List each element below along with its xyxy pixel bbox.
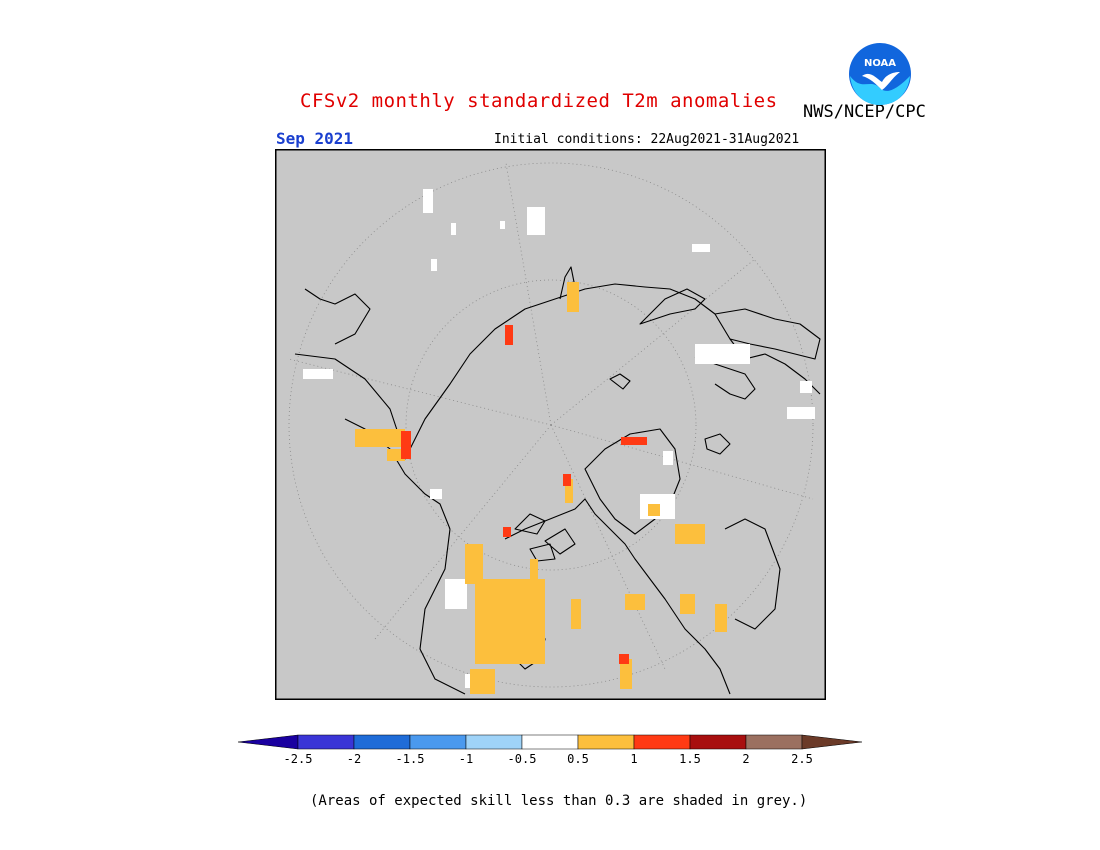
colorbar-max-arrow: [801, 734, 862, 750]
white-patch: [800, 381, 812, 393]
red-patch: [503, 527, 511, 537]
colorbar-segment: [577, 734, 635, 750]
colorbar-min-arrow: [238, 734, 299, 750]
colorbar-tick-label: 0.5: [567, 752, 589, 766]
coastline-greenland: [584, 428, 681, 535]
orange-patch: [625, 594, 645, 610]
forecast-period: Sep 2021: [276, 129, 354, 148]
white-patch: [692, 244, 710, 252]
meridian-line: [505, 162, 552, 426]
coastline-scandinavia: [714, 308, 821, 360]
colorbar-tick-label: 2: [742, 752, 750, 766]
colorbar-segment: [689, 734, 747, 750]
colorbar-segment: [297, 734, 355, 750]
graticule: [288, 162, 814, 688]
white-patch: [445, 579, 467, 609]
noaa-logo: NOAA: [849, 43, 911, 105]
initial-conditions: Initial conditions: 22Aug2021-31Aug2021: [494, 132, 800, 147]
meridian-line: [550, 424, 666, 670]
white-patch: [527, 207, 545, 235]
white-patch: [303, 369, 333, 379]
colorbar-tick-label: -2: [346, 752, 362, 766]
colorbar-tick-label: -1: [458, 752, 474, 766]
white-patch: [695, 344, 750, 364]
orange-patch: [648, 504, 660, 516]
red-patch: [401, 431, 411, 459]
strong-warm-anomaly-patches: [401, 325, 647, 664]
map-title: CFSv2 monthly standardized T2m anomalies: [300, 90, 778, 112]
legend-colorbar: [238, 734, 862, 750]
colorbar-tick-label: 2.5: [791, 752, 813, 766]
colorbar-tick-label: 1: [630, 752, 638, 766]
white-patch: [663, 451, 673, 465]
red-patch: [621, 437, 647, 445]
map-frame: [275, 149, 826, 700]
polar-anomaly-map: [275, 149, 826, 700]
meridian-line: [550, 424, 814, 500]
white-patch: [500, 221, 505, 229]
latitude-circle: [405, 279, 697, 571]
white-patch: [451, 223, 456, 235]
colorbar-segment: [409, 734, 467, 750]
white-patch: [431, 259, 437, 271]
white-patch: [430, 489, 442, 499]
colorbar-segment: [633, 734, 691, 750]
colorbar-tick-label: 1.5: [679, 752, 701, 766]
orange-patch: [387, 449, 405, 461]
colorbar-segment: [521, 734, 579, 750]
orange-patch: [470, 669, 495, 694]
orange-patch: [571, 599, 581, 629]
coastline-novaya-zemlya: [639, 288, 706, 325]
red-patch: [619, 654, 629, 664]
orange-patch: [530, 559, 538, 589]
orange-patch: [567, 282, 579, 312]
colorbar-segment: [465, 734, 523, 750]
orange-patch: [475, 579, 545, 664]
colorbar-segment: [745, 734, 803, 750]
outer-latitude-circle: [288, 162, 814, 688]
coastline-kamchatka: [304, 288, 371, 345]
orange-patch: [715, 604, 727, 632]
orange-patch: [355, 429, 405, 447]
logo-text: NOAA: [864, 58, 896, 69]
warm-anomaly-patches: [355, 282, 727, 694]
red-patch: [505, 325, 513, 345]
white-patch: [423, 189, 433, 213]
coastline-arctic-archipelago: [514, 513, 576, 562]
red-patch: [563, 474, 571, 486]
white-patch: [787, 407, 815, 419]
orange-patch: [620, 659, 632, 689]
coastline-taymyr: [559, 266, 576, 300]
coastline-europe: [724, 518, 781, 630]
gull-icon: [862, 72, 900, 90]
coastline-iceland: [704, 433, 731, 455]
colorbar-segment: [353, 734, 411, 750]
colorbar-tick-label: -2.5: [283, 752, 313, 766]
coastline-svalbard: [609, 373, 631, 390]
colorbar-tick-label: -0.5: [507, 752, 537, 766]
orange-patch: [565, 479, 573, 503]
orange-patch: [465, 544, 483, 584]
logo-wave: [850, 76, 910, 105]
orange-patch: [675, 524, 705, 544]
coastline-north-america-north: [504, 498, 731, 695]
orange-patch: [680, 594, 695, 614]
skill-note: (Areas of expected skill less than 0.3 a…: [310, 793, 808, 809]
agency-label: NWS/NCEP/CPC: [803, 102, 926, 122]
coastline-north-america-west: [419, 528, 466, 695]
colorbar-tick-label: -1.5: [395, 752, 425, 766]
